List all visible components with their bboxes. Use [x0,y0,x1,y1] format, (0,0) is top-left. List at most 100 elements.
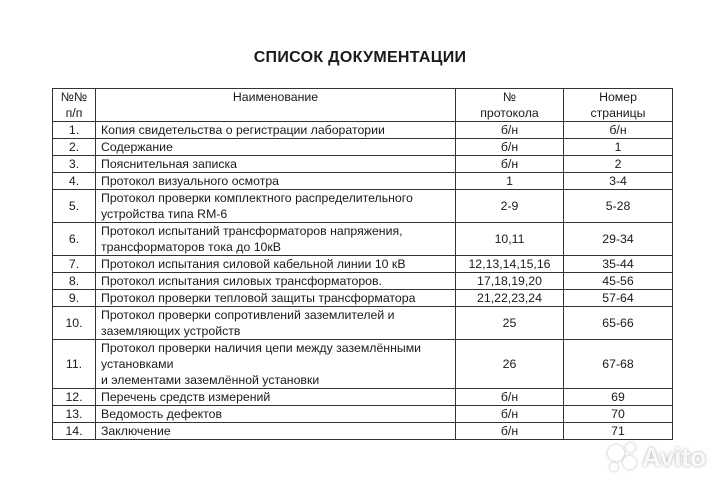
row-name-line: и элементами заземлённой установки [101,373,320,387]
row-protocol: 21,22,23,24 [455,289,564,307]
row-protocol: 26 [455,339,564,389]
row-number: 10. [52,306,96,340]
row-name-line: Перечень средств измерений [101,390,271,404]
row-name: Пояснительная записка [95,155,456,173]
table-row: 8. Протокол испытания силовых трансформат… [52,272,673,290]
row-number: 9. [52,289,96,307]
header-num: №№ п/п [52,88,96,122]
table-row: 12. Перечень средств измерений б/н 69 [52,388,673,406]
row-name: Протокол испытаний трансформаторов напря… [95,222,456,256]
row-number: 13. [52,405,96,423]
header-protocol-line: № [502,90,517,104]
row-number: 1. [52,121,96,139]
row-number: 8. [52,272,96,290]
row-name: Протокол проверки тепловой защиты трансф… [95,289,456,307]
row-number: 2. [52,138,96,156]
row-page: 5-28 [563,189,673,223]
row-name: Заключение [95,422,456,440]
row-protocol: б/н [455,138,564,156]
table-row: 3. Пояснительная записка б/н 2 [52,155,673,173]
documentation-table: №№ п/п Наименование № протокола Номер стран… [52,88,673,440]
table-row: 14. Заключение б/н 71 [52,422,673,440]
row-protocol: 2-9 [455,189,564,223]
table-row: 11. Протокол проверки наличия цепи между … [52,339,673,389]
row-name-line: Протокол проверки комплектного распредел… [101,191,413,205]
row-number: 4. [52,172,96,190]
row-name-line: Протокол проверки сопротивлений заземлит… [101,308,395,322]
row-page: 45-56 [563,272,673,290]
row-number: 11. [52,339,96,389]
row-protocol: 17,18,19,20 [455,272,564,290]
table-row: 1. Копия свидетельства о регистрации лабо… [52,121,673,139]
table-row: 6. Протокол испытаний трансформаторов нап… [52,222,673,256]
row-page: 57-64 [563,289,673,307]
header-page-line: страницы [590,106,646,120]
row-name-line: заземляющих устройств [101,324,241,338]
row-protocol: б/н [455,405,564,423]
row-page: 67-68 [563,339,673,389]
header-num-line: №№ [60,90,88,104]
avito-logo-icon [607,442,638,473]
row-page: 35-44 [563,255,673,273]
header-page-line: Номер [599,90,637,104]
header-num-line: п/п [65,106,83,120]
table-row: 7. Протокол испытания силовой кабельной л… [52,255,673,273]
avito-watermark: Avito [607,442,706,473]
row-page: 69 [563,388,673,406]
avito-watermark-text: Avito [641,442,706,472]
row-page: б/н [563,121,673,139]
row-protocol: б/н [455,422,564,440]
document-title: СПИСОК ДОКУМЕНТАЦИИ [253,49,467,66]
row-page: 29-34 [563,222,673,256]
row-name-line: установками [101,357,174,371]
row-name-line: Протокол проверки наличия цепи между заз… [101,341,422,355]
row-protocol: б/н [455,121,564,139]
row-number: 12. [52,388,96,406]
row-protocol: 10,11 [455,222,564,256]
row-name: Содержание [95,138,456,156]
row-name: Протокол проверки комплектного распредел… [95,189,456,223]
row-page: 70 [563,405,673,423]
row-name: Ведомость дефектов [95,405,456,423]
row-protocol: 25 [455,306,564,340]
row-name: Протокол проверки наличия цепи между заз… [95,339,456,389]
header-name: Наименование [95,88,456,122]
header-page: Номер страницы [563,88,673,122]
row-name-line: Копия свидетельства о регистрации лабора… [101,123,385,137]
row-page: 65-66 [563,306,673,340]
row-name: Протокол визуального осмотра [95,172,456,190]
row-protocol: б/н [455,388,564,406]
row-number: 7. [52,255,96,273]
row-protocol: 1 [455,172,564,190]
row-name-line: Ведомость дефектов [101,407,223,421]
row-protocol: 12,13,14,15,16 [455,255,564,273]
row-name-line: Протокол испытания силовых трансформатор… [101,274,382,288]
table-header-row: №№ п/п Наименование № протокола Номер стран… [52,88,673,122]
row-number: 5. [52,189,96,223]
row-name: Перечень средств измерений [95,388,456,406]
table-row: 2. Содержание б/н 1 [52,138,673,156]
row-name: Копия свидетельства о регистрации лабора… [95,121,456,139]
row-name-line: Протокол испытаний трансформаторов напря… [101,224,403,238]
row-name-line: Содержание [101,140,173,154]
table-row: 13. Ведомость дефектов б/н 70 [52,405,673,423]
header-protocol: № протокола [455,88,564,122]
row-name-line: трансформаторов тока до 10кВ [101,240,281,254]
row-number: 6. [52,222,96,256]
row-page: 71 [563,422,673,440]
row-number: 3. [52,155,96,173]
table-row: 5. Протокол проверки комплектного распред… [52,189,673,223]
table-row: 10. Протокол проверки сопротивлений зазем… [52,306,673,340]
table-row: 4. Протокол визуального осмотра 1 3-4 [52,172,673,190]
row-page: 2 [563,155,673,173]
row-page: 3-4 [563,172,673,190]
row-name-line: Протокол визуального осмотра [101,174,280,188]
row-name-line: Протокол проверки тепловой защиты трансф… [101,291,416,305]
row-name-line: Протокол испытания силовой кабельной лин… [101,257,406,271]
row-protocol: б/н [455,155,564,173]
row-page: 1 [563,138,673,156]
header-protocol-line: протокола [480,106,539,120]
header-name-text: Наименование [232,90,319,104]
table-row: 9. Протокол проверки тепловой защиты тран… [52,289,673,307]
row-name-line: Заключение [101,424,171,438]
